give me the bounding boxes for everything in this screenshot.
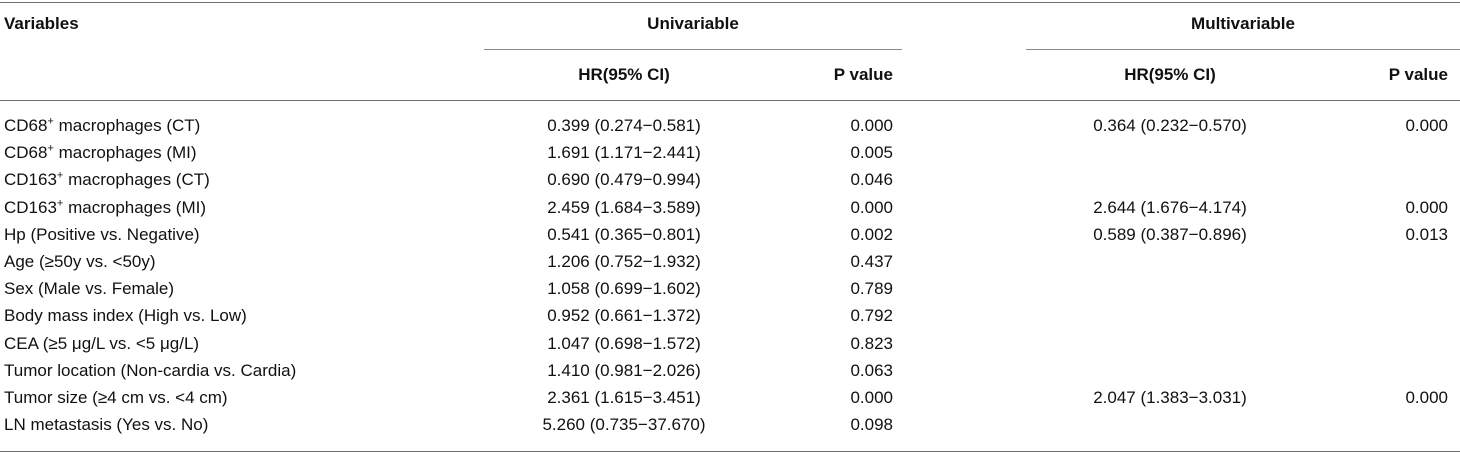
table-cell-uni-p: 0.000 — [850, 388, 893, 407]
table-cell-multi-hr: 0.589 (0.387−0.896) — [1093, 225, 1247, 244]
table-row-variable: CD163+ macrophages (MI) — [4, 196, 206, 220]
table-top-rule — [0, 2, 1460, 3]
variable-suffix: macrophages (CT) — [63, 170, 210, 189]
table-cell-uni-p: 0.098 — [850, 415, 893, 434]
header-variables: Variables — [4, 14, 79, 33]
variable-label: Age (≥50y vs. <50y) — [4, 252, 156, 271]
table-cell-uni-hr: 5.260 (0.735−37.670) — [542, 415, 706, 434]
table-row-variable: LN metastasis (Yes vs. No) — [4, 413, 208, 437]
header-uni-hr: HR(95% CI) — [578, 65, 670, 84]
table-cell-multi-hr: 2.047 (1.383−3.031) — [1093, 388, 1247, 407]
variable-label: LN metastasis (Yes vs. No) — [4, 415, 209, 434]
table-cell-uni-p: 0.792 — [850, 306, 893, 325]
table-cell-uni-p: 0.789 — [850, 279, 893, 298]
table-cell-uni-p: 0.000 — [850, 116, 893, 135]
table-cell-uni-hr: 1.410 (0.981−2.026) — [547, 361, 701, 380]
table-cell-uni-p: 0.000 — [850, 198, 893, 217]
table-cell-uni-hr: 0.541 (0.365−0.801) — [547, 225, 701, 244]
table-cell-multi-p: 0.013 — [1405, 225, 1448, 244]
variable-suffix: macrophages (MI) — [63, 198, 207, 217]
variable-label: Hp (Positive vs. Negative) — [4, 225, 200, 244]
table-row-variable: Hp (Positive vs. Negative) — [4, 223, 200, 247]
table-cell-uni-hr: 1.058 (0.699−1.602) — [547, 279, 701, 298]
variable-superscript: + — [56, 197, 64, 210]
header-uni-p: P value — [833, 65, 893, 84]
variable-label: Tumor location (Non-cardia vs. Cardia) — [4, 361, 297, 380]
table-row-variable: CEA (≥5 μg/L vs. <5 μg/L) — [4, 332, 199, 356]
table-row-variable: Tumor location (Non-cardia vs. Cardia) — [4, 359, 296, 383]
table-cell-uni-hr: 2.459 (1.684−3.589) — [547, 198, 701, 217]
variable-superscript: + — [47, 142, 54, 155]
variable-label: Tumor size (≥4 cm vs. <4 cm) — [4, 388, 228, 407]
table-row-variable: CD68+ macrophages (MI) — [4, 141, 197, 165]
variable-label: CD68 — [4, 116, 48, 135]
table-cell-multi-hr: 2.644 (1.676−4.174) — [1093, 198, 1247, 217]
variable-label: Body mass index (High vs. Low) — [4, 306, 247, 325]
variable-label: CD163 — [4, 198, 57, 217]
header-multi-p: P value — [1388, 65, 1448, 84]
header-multi-hr: HR(95% CI) — [1124, 65, 1216, 84]
table-cell-uni-p: 0.046 — [850, 170, 893, 189]
table-cell-uni-p: 0.437 — [850, 252, 893, 271]
table-row-variable: Tumor size (≥4 cm vs. <4 cm) — [4, 386, 228, 410]
variable-label: Sex (Male vs. Female) — [4, 279, 175, 298]
table-cell-uni-hr: 0.399 (0.274−0.581) — [547, 116, 701, 135]
variable-label: CD163 — [4, 170, 57, 189]
table-cell-uni-hr: 1.047 (0.698−1.572) — [547, 334, 701, 353]
variable-suffix: macrophages (CT) — [53, 116, 201, 135]
table-cell-multi-p: 0.000 — [1405, 116, 1448, 135]
table-cell-multi-p: 0.000 — [1405, 388, 1448, 407]
variable-label: CD68 — [4, 143, 48, 162]
table-cell-multi-hr: 0.364 (0.232−0.570) — [1093, 116, 1247, 135]
table-cell-uni-hr: 1.206 (0.752−1.932) — [547, 252, 701, 271]
table-cell-uni-hr: 2.361 (1.615−3.451) — [547, 388, 701, 407]
variable-label: CEA (≥5 μg/L vs. <5 μg/L) — [4, 334, 200, 353]
table-cell-uni-p: 0.063 — [850, 361, 893, 380]
univariable-group-rule — [484, 49, 902, 50]
table-row-variable: Age (≥50y vs. <50y) — [4, 250, 156, 274]
table-cell-uni-hr: 1.691 (1.171−2.441) — [547, 143, 701, 162]
table-row-variable: CD68+ macrophages (CT) — [4, 114, 200, 138]
table-cell-multi-p: 0.000 — [1405, 198, 1448, 217]
table-row-variable: Body mass index (High vs. Low) — [4, 304, 247, 328]
table-cell-uni-hr: 0.952 (0.661−1.372) — [547, 306, 701, 325]
table-row-variable: Sex (Male vs. Female) — [4, 277, 174, 301]
table-cell-uni-p: 0.823 — [850, 334, 893, 353]
variable-suffix: macrophages (MI) — [53, 143, 197, 162]
multivariable-group-rule — [1026, 49, 1460, 50]
variable-superscript: + — [47, 115, 54, 128]
header-univariable: Univariable — [647, 14, 739, 33]
table-cell-uni-p: 0.005 — [850, 143, 893, 162]
header-bottom-rule — [0, 100, 1460, 101]
table-cell-uni-p: 0.002 — [850, 225, 893, 244]
table-row-variable: CD163+ macrophages (CT) — [4, 168, 210, 192]
header-multivariable: Multivariable — [1191, 14, 1295, 33]
table-bottom-rule — [0, 451, 1460, 452]
variable-superscript: + — [56, 169, 64, 182]
table-cell-uni-hr: 0.690 (0.479−0.994) — [547, 170, 701, 189]
